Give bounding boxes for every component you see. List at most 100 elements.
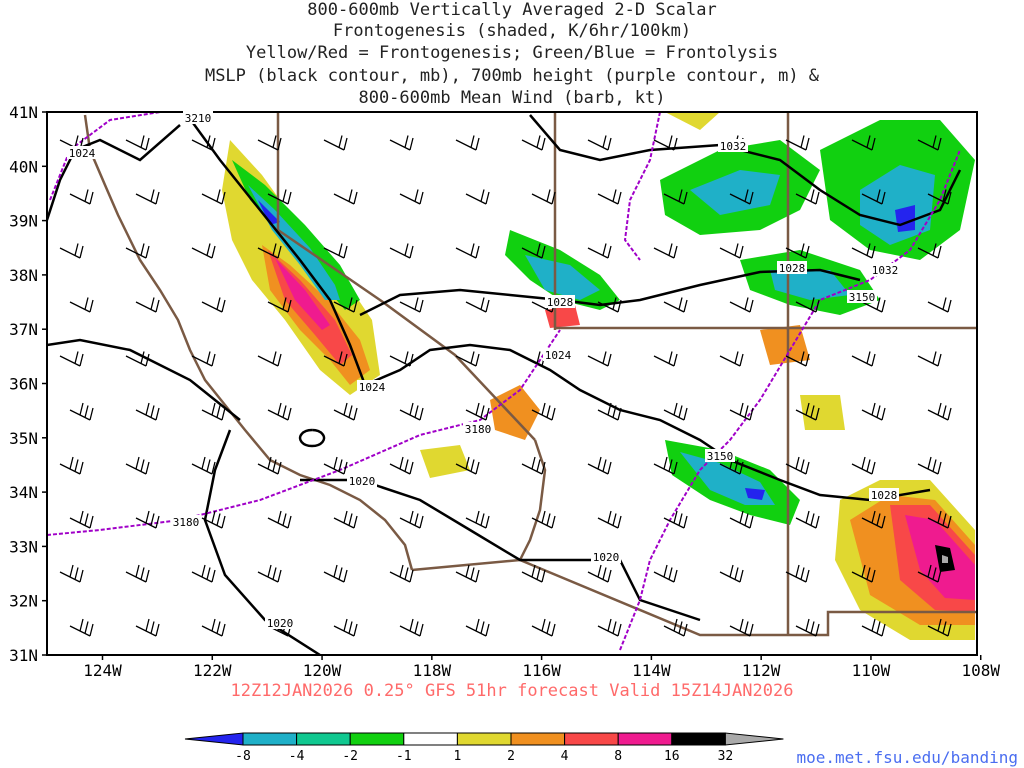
wind-barb-flag (734, 567, 739, 580)
wind-barb-flag (810, 621, 815, 634)
wind-barb-flag (475, 245, 480, 259)
wind-barb-flag (84, 189, 89, 202)
wind-barb-flag (277, 245, 282, 259)
wind-barb-flag (74, 135, 79, 148)
wind-barb-flag (206, 135, 211, 148)
wind-barb-flag (145, 569, 150, 583)
wind-barb-staff (653, 355, 675, 367)
mslp-1032 (529, 114, 962, 227)
wind-barb-flag (404, 459, 409, 472)
wind-barb-flag (932, 243, 937, 256)
wind-barb-flag (678, 513, 683, 526)
lon-tick-label: 108W (961, 661, 1000, 680)
wind-barb-flag (272, 351, 277, 364)
wind-barb-flag (602, 243, 607, 256)
wind-barb-staff (191, 355, 213, 367)
colorbar-tick-label: 16 (664, 749, 680, 764)
wind-barb-flag (155, 407, 160, 421)
wind-barb-flag (678, 621, 683, 634)
lon-tick-label: 114W (632, 661, 671, 680)
wind-barb-flag (805, 618, 810, 632)
wind-barb-flag (800, 135, 805, 148)
wind-barb-flag (399, 456, 404, 470)
wind-barb-staff (191, 247, 213, 259)
wind-barb-flag (876, 405, 881, 418)
wind-barb-flag (343, 402, 348, 416)
wind-barb-flag (206, 351, 211, 364)
wind-barb-flag (617, 515, 622, 529)
wind-barb-flag (871, 461, 876, 475)
colorbar-tick-label: 8 (614, 749, 622, 764)
wind-barb-flag (277, 569, 282, 583)
contour-label-bg (705, 449, 735, 462)
wind-barb-flag (683, 623, 688, 637)
contour-label-bg (463, 422, 493, 435)
wind-barb-flag (749, 623, 754, 637)
wind-barb-flag (937, 353, 942, 367)
wind-barb-flag (546, 621, 551, 634)
height-label: 3210 (185, 112, 212, 125)
wind-barb-flag (536, 567, 541, 580)
height-3150-east (619, 149, 961, 651)
wind-barb-staff (455, 247, 477, 259)
wind-barb-flag (409, 245, 414, 259)
wind-barb-flag (607, 402, 612, 416)
wind-barb-flag (749, 515, 754, 529)
credit-link[interactable]: moe.met.fsu.edu/banding (796, 748, 1018, 767)
wind-barb-flag (409, 353, 414, 367)
wind-barb-flag (942, 297, 947, 310)
az-mx-border (519, 558, 977, 637)
wind-barb-flag (607, 137, 612, 151)
wind-barb-flag (876, 513, 881, 526)
wind-barb-flag (267, 456, 272, 470)
wind-barb-flag (221, 515, 226, 529)
lat-tick-label: 33N (9, 537, 38, 556)
wind-barb-flag (475, 402, 480, 416)
wind-barb-flag (739, 461, 744, 475)
wind-barb-staff (785, 247, 807, 259)
wind-barb-flag (333, 456, 338, 470)
wind-barb-flag (927, 564, 932, 578)
wind-barb-staff (389, 247, 411, 259)
wind-barb-staff (399, 193, 421, 205)
wind-barb-flag (612, 621, 617, 634)
colorbar-segment (296, 732, 351, 746)
wind-barb-flag (470, 243, 475, 256)
wind-barb-flag (739, 569, 744, 583)
wind-barb-flag (947, 407, 952, 421)
wind-barb-flag (150, 621, 155, 634)
wind-barb-flag (947, 191, 952, 205)
wind-barb-flag (419, 407, 424, 421)
wind-barb-flag (216, 405, 221, 418)
wind-barb-flag (211, 402, 216, 416)
wind-barb-flag (815, 407, 820, 421)
wind-barb-flag (932, 351, 937, 364)
wind-barb-flag (414, 297, 419, 310)
wind-barb-staff (729, 301, 751, 313)
wind-barb-flag (89, 515, 94, 529)
shade-ne-yellow (665, 112, 720, 130)
wind-barb-flag (221, 407, 226, 421)
wind-barb-flag (465, 564, 470, 578)
wind-barb-flag (216, 513, 221, 526)
wind-barb-flag (419, 623, 424, 637)
wind-barb-flag (734, 351, 739, 364)
wind-barb-flag (546, 513, 551, 526)
wind-barb-flag (338, 459, 343, 472)
wind-barb-flag (805, 510, 810, 524)
wind-barb-flag (551, 623, 556, 637)
wind-barb-staff (917, 139, 939, 151)
wind-barb-flag (805, 461, 810, 475)
wind-barb-flag (206, 567, 211, 580)
wind-barb-flag (551, 191, 556, 205)
colorbar-segment (510, 732, 566, 746)
wind-barb-flag (277, 461, 282, 475)
wind-barb-flag (277, 137, 282, 151)
lat-tick-label: 40N (9, 157, 38, 176)
wind-barb-flag (74, 567, 79, 580)
lat-tick-label: 32N (9, 592, 38, 611)
wind-barbs (59, 135, 952, 637)
wind-barb-flag (866, 459, 871, 472)
wind-barb-flag (414, 405, 419, 418)
wind-barb-flag (668, 243, 673, 256)
